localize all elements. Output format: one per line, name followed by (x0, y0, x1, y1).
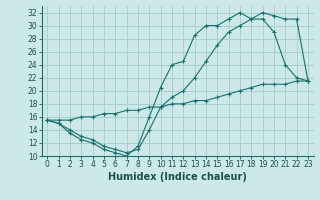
X-axis label: Humidex (Indice chaleur): Humidex (Indice chaleur) (108, 172, 247, 182)
